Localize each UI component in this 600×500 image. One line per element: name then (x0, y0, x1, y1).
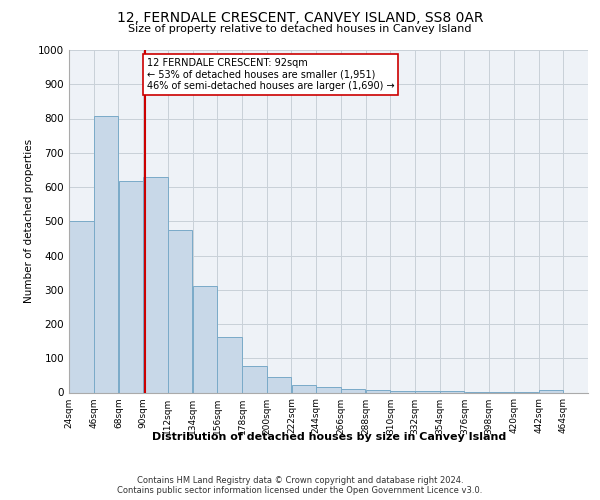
Text: 12 FERNDALE CRESCENT: 92sqm
← 53% of detached houses are smaller (1,951)
46% of : 12 FERNDALE CRESCENT: 92sqm ← 53% of det… (146, 58, 394, 90)
Bar (193, 286, 217, 393)
Bar (391, 391, 415, 392)
Bar (69, 221, 94, 392)
Text: 12, FERNDALE CRESCENT, CANVEY ISLAND, SS8 0AR: 12, FERNDALE CRESCENT, CANVEY ISLAND, SS… (117, 11, 483, 25)
Bar (168, 230, 193, 392)
Bar (143, 176, 167, 392)
Bar (316, 386, 341, 392)
Bar (242, 366, 266, 392)
Text: Size of property relative to detached houses in Canvey Island: Size of property relative to detached ho… (128, 24, 472, 34)
Text: Distribution of detached houses by size in Canvey Island: Distribution of detached houses by size … (152, 432, 506, 442)
Bar (415, 391, 440, 392)
Bar (217, 336, 242, 392)
Text: Contains HM Land Registry data © Crown copyright and database right 2024.
Contai: Contains HM Land Registry data © Crown c… (118, 476, 482, 495)
Bar (119, 181, 143, 392)
Bar (539, 390, 563, 392)
Bar (94, 116, 118, 392)
Bar (366, 390, 390, 392)
Y-axis label: Number of detached properties: Number of detached properties (24, 139, 34, 304)
Bar (267, 378, 291, 392)
Bar (292, 385, 316, 392)
Bar (341, 388, 365, 392)
